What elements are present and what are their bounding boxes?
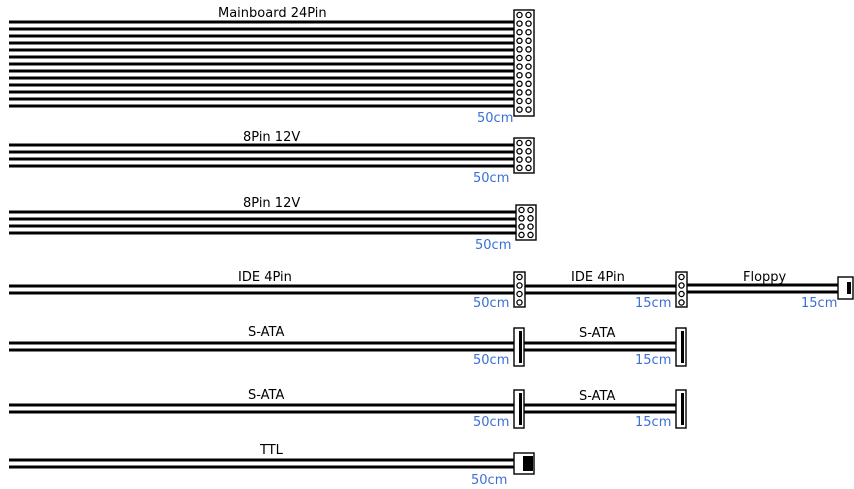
connector-pin [525, 97, 532, 105]
cable-ide-chain: IDE 4Pin 50cm IDE 4Pin 15cm Floppy 15cm [9, 270, 854, 311]
connector-pin [525, 80, 532, 88]
connector-24pin [513, 9, 535, 117]
connector-pin [516, 299, 523, 306]
connector-sata-2b [675, 389, 687, 429]
connector-pin [516, 71, 523, 79]
length-sata-1a: 50cm [473, 353, 509, 368]
connector-pin [516, 28, 523, 36]
wire-bundle-8pin-1 [9, 143, 514, 168]
connector-pin [525, 164, 532, 172]
connector-pin [516, 148, 523, 155]
connector-pin [516, 97, 523, 105]
label-sata-1b: S-ATA [579, 326, 615, 341]
connector-pin [516, 139, 523, 147]
connector-pin [518, 206, 525, 214]
connector-pin [525, 11, 532, 19]
connector-sata-2a [513, 389, 525, 429]
cable-sata-chain-2: S-ATA 50cm S-ATA 15cm [9, 388, 687, 430]
connector-pin [525, 156, 532, 163]
connector-pin [518, 231, 525, 239]
length-ide-4pin-1: 50cm [473, 296, 509, 311]
label-floppy: Floppy [743, 270, 787, 285]
cable-cpu-8pin-2: 8Pin 12V 50cm [9, 196, 537, 253]
connector-pin [516, 11, 523, 19]
label-ttl: TTL [259, 443, 284, 458]
wire-bundle-24pin [9, 20, 514, 108]
connector-pin [678, 273, 685, 281]
connector-molex-1 [513, 271, 526, 308]
connector-pin [527, 215, 534, 222]
connector-pin [525, 37, 532, 45]
connector-pin [525, 106, 532, 113]
connector-pin [525, 28, 532, 36]
connector-pin [525, 46, 532, 53]
connector-8pin-1 [513, 137, 535, 174]
connector-pin [516, 156, 523, 163]
connector-pin [525, 63, 532, 70]
length-mainboard-24pin: 50cm [477, 111, 513, 126]
label-sata-2b: S-ATA [579, 389, 615, 404]
length-sata-1b: 15cm [635, 353, 671, 368]
cable-ttl: TTL 50cm [9, 443, 535, 488]
label-sata-2a: S-ATA [248, 388, 284, 403]
connector-pin [516, 46, 523, 53]
connector-pin [516, 106, 523, 113]
cable-cpu-8pin-1: 8Pin 12V 50cm [9, 130, 535, 186]
length-cpu-8pin-1: 50cm [473, 171, 509, 186]
connector-sata-1b [675, 327, 687, 367]
connector-pin [516, 80, 523, 88]
label-ide-4pin-2: IDE 4Pin [571, 270, 625, 285]
connector-pin [527, 223, 534, 230]
cable-mainboard-24pin: Mainboard 24Pin 50cm [9, 6, 535, 126]
connector-pin [525, 148, 532, 155]
label-mainboard-24pin: Mainboard 24Pin [218, 6, 327, 21]
label-ide-4pin-1: IDE 4Pin [238, 270, 292, 285]
connector-pin [516, 164, 523, 172]
length-floppy: 15cm [801, 296, 837, 311]
connector-pin [516, 89, 523, 96]
connector-pin [678, 299, 685, 306]
connector-pin [525, 89, 532, 96]
length-ide-4pin-2: 15cm [635, 296, 671, 311]
connector-ttl [513, 452, 535, 475]
cable-sata-chain-1: S-ATA 50cm S-ATA 15cm [9, 325, 687, 368]
connector-pin [516, 282, 523, 289]
connector-pin [516, 54, 523, 62]
connector-pin [518, 223, 525, 230]
connector-8pin-2 [515, 204, 537, 241]
connector-molex-2 [675, 271, 688, 308]
length-ttl: 50cm [471, 473, 507, 488]
connector-pin [525, 71, 532, 79]
connector-pin [525, 20, 532, 27]
connector-pin [516, 290, 523, 298]
length-sata-2b: 15cm [635, 415, 671, 430]
connector-pin [678, 282, 685, 289]
connector-pin [516, 273, 523, 281]
connector-pin [518, 215, 525, 222]
connector-pin [527, 231, 534, 239]
connector-pin [678, 290, 685, 298]
length-sata-2a: 50cm [473, 415, 509, 430]
label-cpu-8pin-2: 8Pin 12V [243, 196, 300, 211]
connector-pin [525, 54, 532, 62]
label-cpu-8pin-1: 8Pin 12V [243, 130, 300, 145]
connector-pin [516, 63, 523, 70]
connector-pin [525, 139, 532, 147]
wire-bundle-8pin-2 [9, 210, 516, 235]
connector-pin [516, 20, 523, 27]
length-cpu-8pin-2: 50cm [475, 238, 511, 253]
connector-pin [516, 37, 523, 45]
connector-sata-1a [513, 327, 525, 367]
connector-floppy [837, 276, 854, 300]
label-sata-1a: S-ATA [248, 325, 284, 340]
connector-pin [527, 206, 534, 214]
